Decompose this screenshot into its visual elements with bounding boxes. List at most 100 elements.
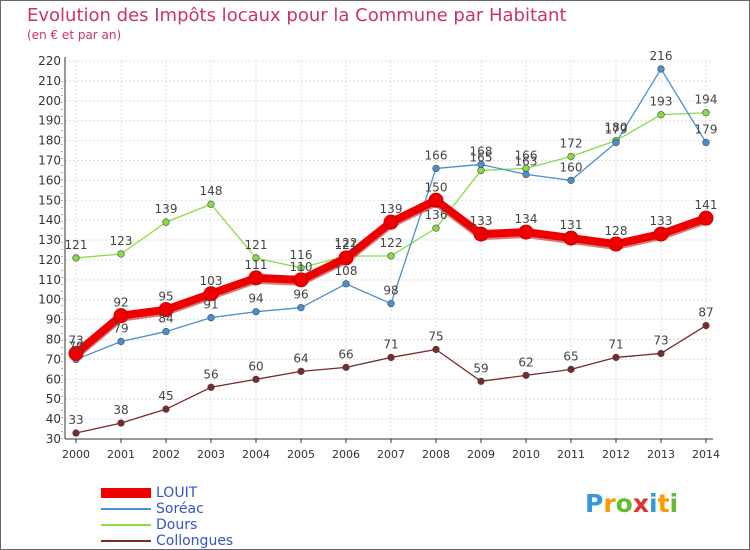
data-point-sorac xyxy=(342,280,350,288)
y-tick-label: 40 xyxy=(46,412,61,426)
x-tick-label: 2010 xyxy=(512,448,540,461)
data-point-collongues xyxy=(657,349,665,358)
data-label-sorac: 91 xyxy=(203,298,218,312)
y-tick-label: 80 xyxy=(46,333,61,347)
data-label-sorac: 216 xyxy=(650,49,673,63)
data-point-sorac xyxy=(297,304,305,312)
data-point-dours xyxy=(72,254,80,262)
y-tick-label: 140 xyxy=(38,213,61,227)
data-point-sorac xyxy=(252,308,260,316)
data-label-louit: 103 xyxy=(200,274,223,288)
data-label-louit: 110 xyxy=(290,260,313,274)
data-point-sorac xyxy=(657,65,665,73)
data-label-collongues: 38 xyxy=(113,403,128,417)
x-tick-label: 2011 xyxy=(557,448,585,461)
data-label-collongues: 66 xyxy=(338,347,353,361)
data-label-sorac: 98 xyxy=(383,284,398,298)
data-label-dours: 123 xyxy=(110,234,133,248)
x-tick-label: 2002 xyxy=(152,448,180,461)
data-label-sorac: 96 xyxy=(293,288,308,302)
data-point-louit xyxy=(428,192,444,208)
data-label-sorac: 79 xyxy=(113,322,128,336)
data-point-louit xyxy=(473,226,489,242)
data-label-louit: 133 xyxy=(650,214,673,228)
data-point-louit xyxy=(248,270,264,286)
data-point-collongues xyxy=(252,375,260,383)
data-label-dours: 121 xyxy=(65,238,88,252)
data-label-louit: 95 xyxy=(158,290,173,304)
data-label-louit: 92 xyxy=(113,296,128,310)
data-label-collongues: 75 xyxy=(428,329,443,343)
data-label-collongues: 73 xyxy=(653,333,668,347)
y-tick-label: 210 xyxy=(38,74,61,88)
x-tick-label: 2003 xyxy=(197,448,225,461)
data-point-collongues xyxy=(387,353,395,362)
y-tick-label: 150 xyxy=(38,193,61,207)
data-point-louit xyxy=(113,308,129,324)
plot-area xyxy=(65,61,713,439)
data-point-louit xyxy=(293,272,309,288)
data-point-sorac xyxy=(117,337,125,346)
data-point-dours xyxy=(207,200,215,208)
data-label-sorac: 166 xyxy=(425,148,448,162)
y-tick-label: 70 xyxy=(46,352,61,366)
data-point-sorac xyxy=(432,164,440,173)
data-point-sorac xyxy=(567,176,575,184)
data-label-sorac: 168 xyxy=(470,144,493,158)
data-point-louit xyxy=(68,345,84,361)
data-point-louit xyxy=(653,226,669,242)
x-tick-label: 2004 xyxy=(242,448,270,461)
data-point-sorac xyxy=(612,138,620,147)
data-point-dours xyxy=(162,218,170,226)
data-point-collongues xyxy=(432,345,440,354)
logo-letter: P xyxy=(585,489,604,518)
data-point-louit xyxy=(383,214,399,230)
y-tick-label: 60 xyxy=(46,372,61,386)
data-point-sorac xyxy=(702,138,710,147)
data-label-sorac: 84 xyxy=(158,312,173,326)
data-label-sorac: 179 xyxy=(605,123,628,137)
data-label-louit: 121 xyxy=(335,238,358,252)
chart-subtitle: (en € et par an) xyxy=(27,28,122,42)
data-label-dours: 122 xyxy=(380,236,403,250)
data-label-dours: 194 xyxy=(695,93,718,107)
legend-swatch-collongues xyxy=(101,540,151,542)
data-point-dours xyxy=(297,264,305,272)
data-label-louit: 131 xyxy=(560,218,583,232)
data-point-dours xyxy=(252,254,260,262)
data-label-dours: 180 xyxy=(605,121,628,135)
data-label-collongues: 33 xyxy=(68,413,83,427)
data-point-collongues xyxy=(477,377,485,385)
data-label-collongues: 71 xyxy=(383,337,398,351)
chart-title: Evolution des Impôts locaux pour la Comm… xyxy=(27,5,567,26)
data-point-collongues xyxy=(207,383,215,391)
x-tick-label: 2001 xyxy=(107,448,135,461)
data-label-collongues: 45 xyxy=(158,389,173,403)
legend-swatch-soreac xyxy=(101,508,151,510)
data-point-sorac xyxy=(387,300,395,308)
data-label-dours: 193 xyxy=(650,95,673,109)
data-point-dours xyxy=(432,224,440,232)
proxiti-logo: Proxiti xyxy=(585,489,678,518)
data-label-sorac: 70 xyxy=(68,339,83,353)
data-label-collongues: 59 xyxy=(473,361,488,375)
legend-label-louit: LOUIT xyxy=(156,485,198,501)
data-point-louit xyxy=(563,230,579,246)
logo-letter: t xyxy=(657,489,670,518)
x-tick-label: 2006 xyxy=(332,448,360,461)
data-label-sorac: 179 xyxy=(695,123,718,137)
data-label-collongues: 87 xyxy=(698,306,713,320)
data-point-collongues xyxy=(72,429,80,437)
y-tick-label: 110 xyxy=(38,273,61,287)
data-point-sorac xyxy=(522,170,530,178)
grid-layer xyxy=(65,60,713,440)
logo-letter: i xyxy=(669,489,679,518)
y-tick-label: 160 xyxy=(38,173,61,187)
data-point-collongues xyxy=(342,363,350,371)
data-label-collongues: 60 xyxy=(248,359,263,373)
label-layer: 33 38 45 56 60 64 66 71 75 59 62 65 71 73 87 121 123 139 1… xyxy=(65,49,718,427)
x-tick-label: 2008 xyxy=(422,448,450,461)
x-tick-label: 2009 xyxy=(467,448,495,461)
data-point-dours xyxy=(567,152,575,161)
